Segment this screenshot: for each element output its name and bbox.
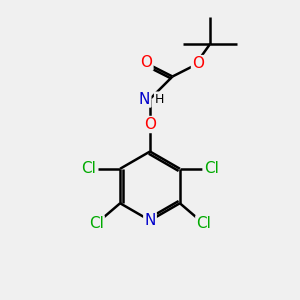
Text: O: O (192, 56, 204, 71)
Text: O: O (144, 117, 156, 132)
Text: H: H (155, 92, 164, 106)
Text: Cl: Cl (204, 161, 219, 176)
Text: N: N (139, 92, 150, 106)
Text: Cl: Cl (196, 216, 211, 231)
Text: N: N (144, 213, 156, 228)
Text: Cl: Cl (89, 216, 104, 231)
Text: O: O (140, 55, 152, 70)
Text: Cl: Cl (81, 161, 96, 176)
